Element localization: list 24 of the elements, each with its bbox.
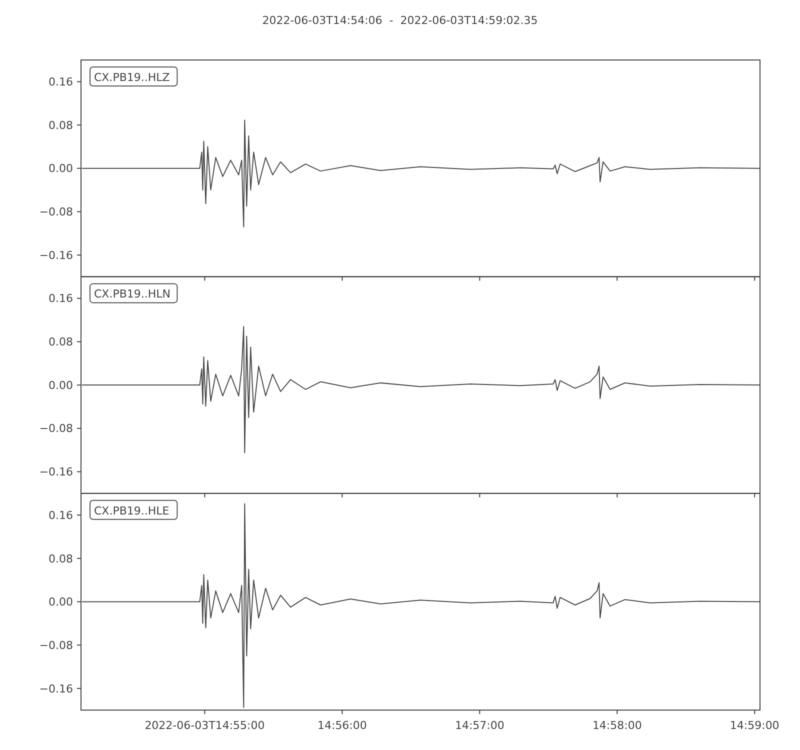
y-tick-label: 0.08 xyxy=(48,336,73,349)
x-tick-label: 14:56:00 xyxy=(317,719,367,732)
y-tick-label: −0.16 xyxy=(39,682,73,696)
y-tick-label: 0.16 xyxy=(48,76,73,89)
y-tick-label: 0.00 xyxy=(48,596,73,609)
y-tick-label: −0.08 xyxy=(39,422,73,436)
chart-title: 2022-06-03T14:54:06 - 2022-06-03T14:59:02.35 xyxy=(262,14,538,27)
y-tick-label: 0.00 xyxy=(48,378,73,392)
x-tick-label: 14:58:00 xyxy=(592,719,642,732)
y-tick-label: −0.16 xyxy=(39,248,73,262)
x-tick-label: 14:57:00 xyxy=(454,719,504,732)
x-tick-label: 2022-06-03T14:55:00 xyxy=(144,719,265,732)
annotation: CX.PB19..HLZ xyxy=(94,71,170,84)
x-tick-label: 14:59:00 xyxy=(730,719,780,732)
annotation: CX.PB19..HLE xyxy=(94,504,170,518)
y-tick-label: −0.16 xyxy=(39,466,73,479)
annotation: CX.PB19..HLN xyxy=(94,288,171,301)
y-tick-label: −0.08 xyxy=(39,206,73,219)
y-tick-label: 0.16 xyxy=(48,508,73,522)
y-tick-label: 0.16 xyxy=(48,292,73,306)
y-tick-label: 0.00 xyxy=(48,162,73,176)
y-tick-label: 0.08 xyxy=(48,118,73,132)
y-tick-label: 0.08 xyxy=(48,552,73,566)
y-tick-label: −0.08 xyxy=(39,638,73,652)
